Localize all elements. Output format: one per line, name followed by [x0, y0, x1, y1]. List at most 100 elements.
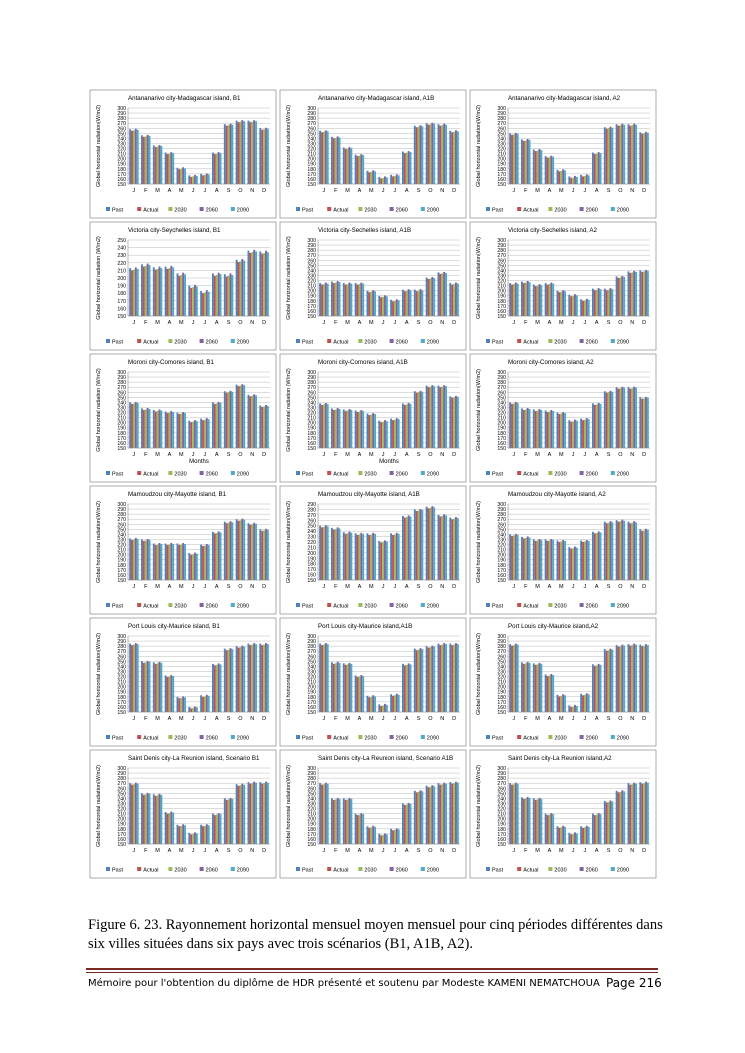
bar [372, 290, 375, 316]
y-tick-label: 230 [307, 273, 316, 279]
bar [572, 706, 575, 712]
bar [194, 832, 196, 844]
y-tick-label: 260 [117, 390, 126, 396]
bar [195, 175, 198, 184]
y-tick-label: 270 [117, 121, 126, 127]
bar [445, 124, 447, 184]
legend-swatch [296, 339, 300, 343]
y-tick-label: 240 [307, 664, 316, 670]
bar [597, 813, 600, 844]
bar [217, 272, 220, 316]
legend-label: Past [492, 604, 503, 610]
x-tick-label: J [323, 584, 326, 590]
x-tick-label: F [144, 716, 148, 722]
bar [583, 175, 586, 184]
y-tick-label: 170 [497, 436, 506, 442]
bar [144, 136, 147, 184]
bar [213, 815, 216, 844]
bar [136, 783, 139, 844]
legend-swatch [389, 735, 394, 739]
bar [521, 139, 523, 184]
y-tick-label: 200 [497, 685, 506, 691]
bar [255, 251, 257, 316]
bar [560, 541, 563, 580]
bar [334, 799, 337, 844]
x-tick-label: O [618, 188, 623, 194]
bar [570, 834, 573, 844]
x-tick-label: F [144, 584, 148, 590]
y-tick-label: 290 [497, 771, 506, 777]
bar [382, 296, 385, 316]
bar [633, 643, 636, 712]
bar [332, 410, 335, 448]
bar [562, 825, 565, 844]
bar [336, 797, 339, 844]
bar [623, 520, 626, 580]
bar [390, 828, 393, 844]
bar [645, 396, 647, 448]
bar [599, 664, 602, 712]
bar [203, 696, 206, 712]
bar [540, 798, 543, 844]
bar [229, 273, 232, 316]
bar [152, 410, 155, 448]
legend-swatch [296, 471, 300, 475]
bar [609, 126, 612, 184]
legend-label: Actual [143, 736, 158, 742]
bar [241, 384, 244, 448]
y-tick-label: 190 [307, 294, 316, 300]
bar [321, 527, 323, 580]
y-tick-label: 290 [497, 639, 506, 645]
bar [583, 541, 586, 580]
bar [350, 798, 353, 844]
y-tick-label: 240 [497, 268, 506, 274]
bar [627, 644, 630, 712]
bar [595, 814, 598, 844]
x-tick-label: A [548, 848, 552, 854]
bar [217, 401, 220, 448]
bar [582, 695, 584, 712]
bar [617, 388, 620, 448]
x-tick-label: N [630, 716, 634, 722]
bar [516, 534, 519, 580]
x-tick-label: D [452, 716, 456, 722]
y-tick-label: 150 [497, 446, 506, 452]
legend-swatch [199, 867, 204, 871]
legend-label: 2090 [237, 604, 249, 610]
y-tick-label: 300 [117, 502, 126, 508]
y-tick-label: 150 [307, 578, 316, 584]
x-tick-label: D [642, 188, 646, 194]
y-tick-label: 260 [307, 518, 316, 524]
x-tick-label: J [192, 848, 195, 854]
bar [237, 122, 240, 184]
bar [212, 273, 214, 316]
x-tick-label: J [394, 188, 397, 194]
bar [402, 515, 404, 580]
chart: Victoria city-Sechelles island, A1BGloba… [279, 221, 467, 351]
legend-swatch [296, 603, 300, 607]
bar [160, 544, 163, 580]
chart-title: Victoria city-Sechelles island, A2 [508, 227, 598, 234]
bar [200, 824, 203, 844]
x-tick-label: F [334, 188, 338, 194]
bar [141, 539, 143, 580]
bar [427, 387, 430, 448]
bar [514, 782, 517, 844]
bar [356, 284, 359, 316]
bar [514, 282, 517, 316]
x-tick-label: S [227, 716, 231, 722]
bar [646, 782, 649, 844]
bar [374, 414, 376, 448]
x-tick-label: F [334, 584, 338, 590]
x-tick-label: M [535, 188, 540, 194]
bar [615, 276, 618, 316]
bar [241, 259, 244, 316]
y-tick-label: 180 [307, 827, 316, 833]
bar [380, 178, 383, 184]
bar [556, 290, 559, 316]
y-tick-label: 280 [497, 248, 506, 254]
y-tick-label: 240 [307, 529, 316, 535]
bar [265, 250, 267, 316]
bar [511, 403, 513, 448]
bar [548, 675, 551, 712]
